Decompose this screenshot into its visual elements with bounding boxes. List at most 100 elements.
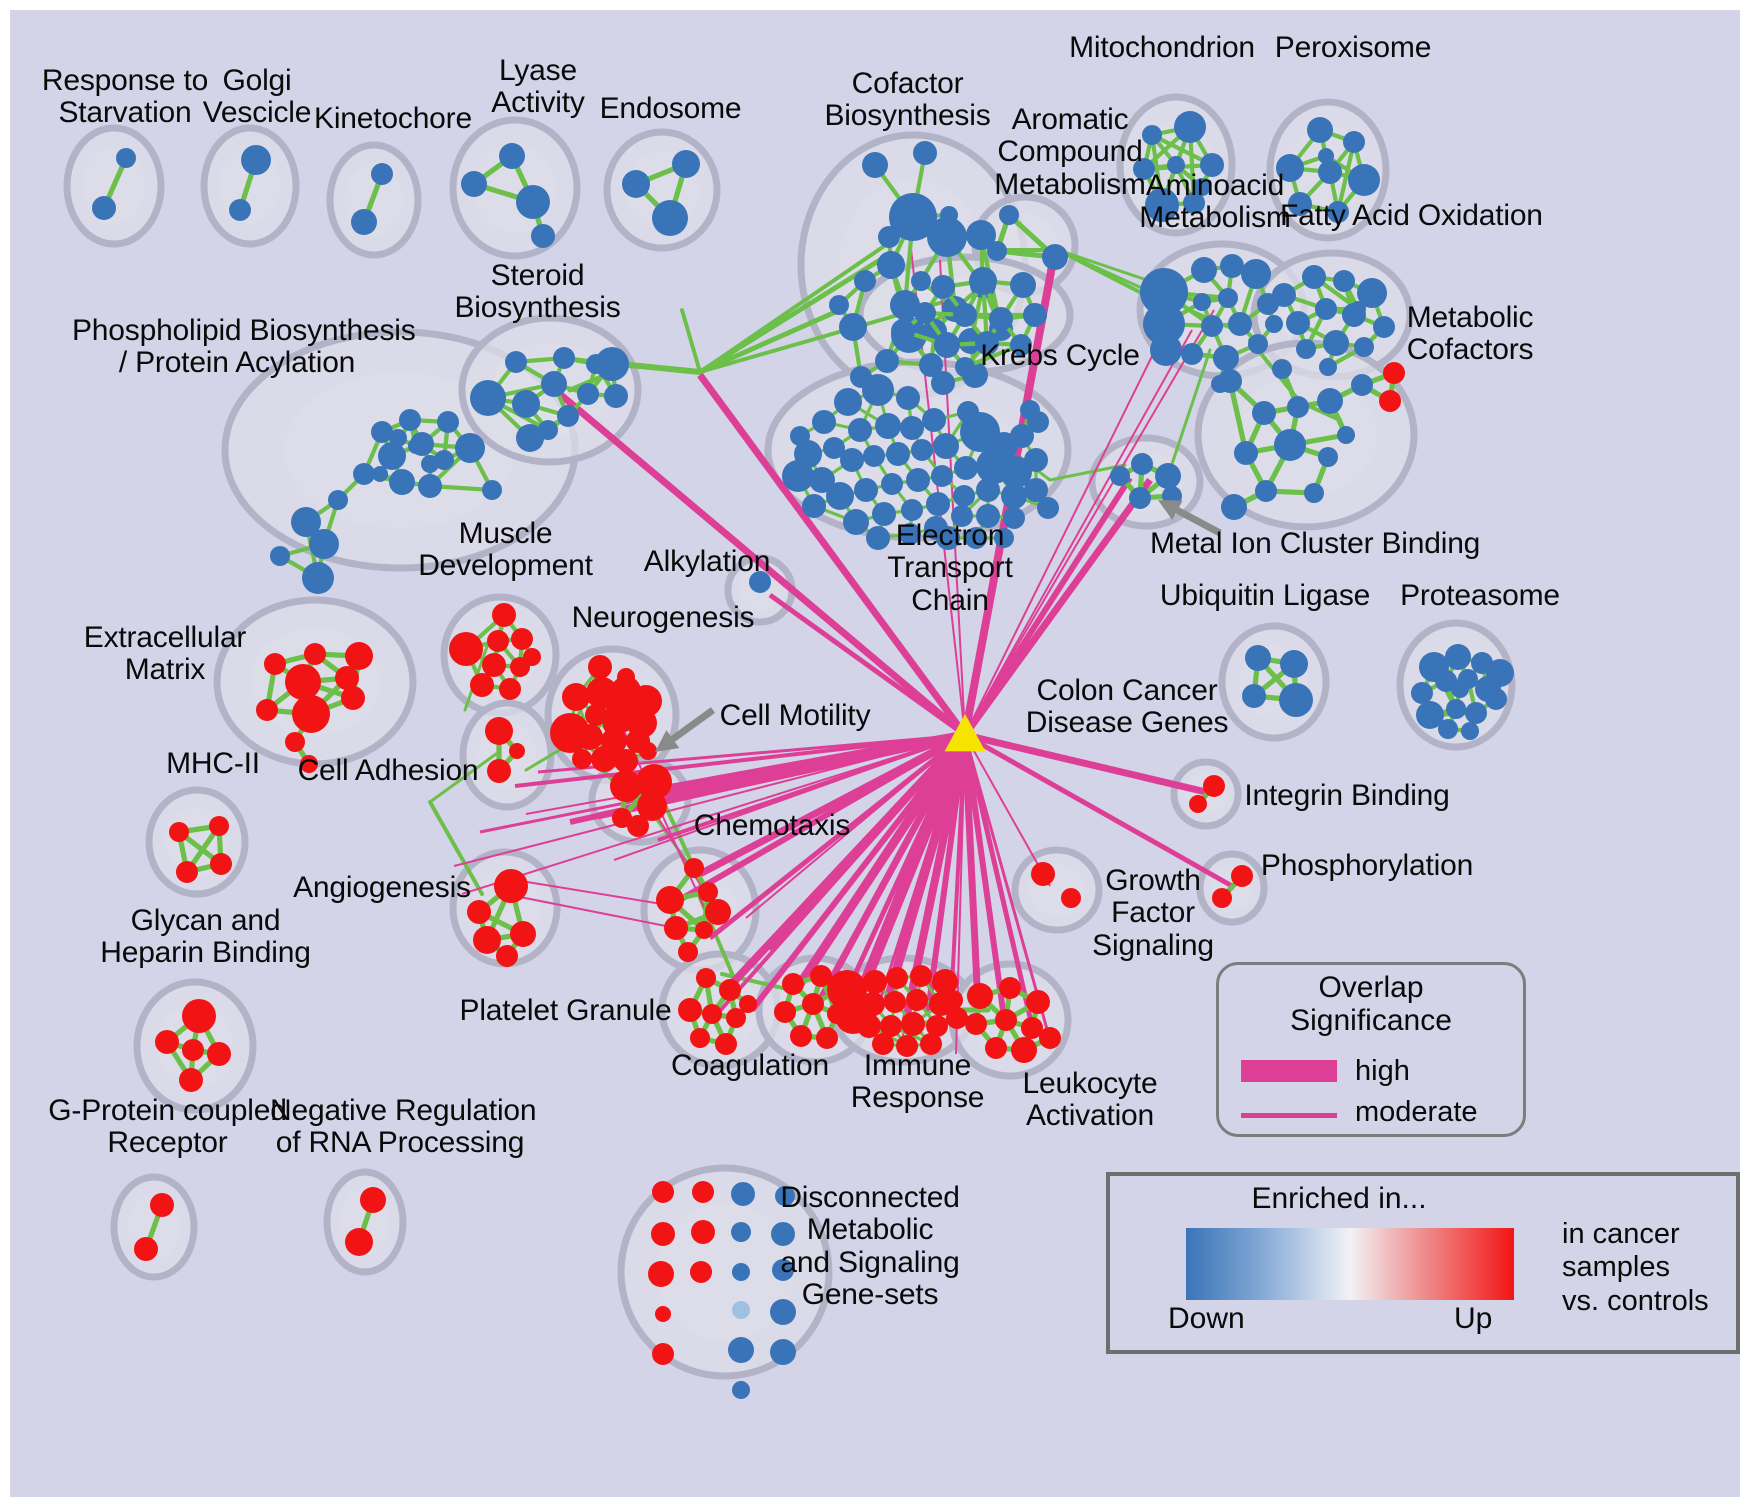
gene-set-node[interactable] bbox=[595, 347, 629, 381]
gene-set-node[interactable] bbox=[863, 970, 887, 994]
gene-set-node[interactable] bbox=[1255, 480, 1277, 502]
gene-set-node[interactable] bbox=[656, 886, 684, 914]
gene-set-node[interactable] bbox=[919, 353, 943, 377]
gene-set-node[interactable] bbox=[408, 438, 424, 454]
gene-set-node[interactable] bbox=[965, 1013, 987, 1035]
gene-set-node[interactable] bbox=[1274, 429, 1306, 461]
gene-set-node[interactable] bbox=[372, 466, 388, 482]
gene-set-node[interactable] bbox=[360, 1187, 386, 1213]
gene-set-node[interactable] bbox=[1276, 154, 1304, 182]
gene-set-node[interactable] bbox=[839, 313, 867, 341]
gene-set-node[interactable] bbox=[690, 1028, 710, 1048]
gene-set-node[interactable] bbox=[875, 349, 899, 373]
gene-set-node[interactable] bbox=[1343, 131, 1365, 153]
gene-set-node[interactable] bbox=[335, 666, 359, 690]
gene-set-node[interactable] bbox=[300, 755, 318, 773]
gene-set-node[interactable] bbox=[572, 749, 592, 769]
gene-set-node[interactable] bbox=[732, 1381, 750, 1399]
gene-set-node[interactable] bbox=[264, 653, 286, 675]
gene-set-node[interactable] bbox=[1042, 244, 1068, 270]
gene-set-node[interactable] bbox=[690, 1261, 712, 1283]
gene-set-node[interactable] bbox=[309, 529, 339, 559]
gene-set-node[interactable] bbox=[782, 973, 804, 995]
gene-set-node[interactable] bbox=[345, 642, 373, 670]
gene-set-node[interactable] bbox=[1304, 483, 1324, 503]
gene-set-node[interactable] bbox=[485, 717, 513, 745]
gene-set-node[interactable] bbox=[1140, 268, 1188, 316]
gene-set-node[interactable] bbox=[1039, 1027, 1061, 1049]
gene-set-node[interactable] bbox=[116, 148, 136, 168]
gene-set-node[interactable] bbox=[499, 678, 521, 700]
gene-set-node[interactable] bbox=[304, 643, 326, 665]
gene-set-node[interactable] bbox=[591, 746, 617, 772]
gene-set-node[interactable] bbox=[562, 683, 590, 711]
gene-set-node[interactable] bbox=[770, 1339, 796, 1365]
gene-set-node[interactable] bbox=[728, 1337, 754, 1363]
gene-set-node[interactable] bbox=[511, 628, 533, 650]
gene-set-node[interactable] bbox=[880, 1015, 902, 1037]
gene-set-node[interactable] bbox=[1001, 483, 1027, 509]
gene-set-node[interactable] bbox=[1288, 192, 1312, 216]
gene-set-node[interactable] bbox=[834, 388, 862, 416]
gene-set-node[interactable] bbox=[989, 307, 1013, 331]
gene-set-node[interactable] bbox=[995, 1009, 1017, 1031]
gene-set-node[interactable] bbox=[636, 764, 672, 800]
gene-set-node[interactable] bbox=[1379, 390, 1401, 412]
gene-set-node[interactable] bbox=[931, 465, 953, 487]
gene-set-node[interactable] bbox=[1242, 684, 1266, 708]
gene-set-node[interactable] bbox=[1451, 680, 1469, 698]
gene-set-node[interactable] bbox=[896, 1035, 918, 1057]
gene-set-node[interactable] bbox=[1318, 447, 1338, 467]
gene-set-node[interactable] bbox=[774, 1001, 796, 1023]
gene-set-node[interactable] bbox=[999, 977, 1021, 999]
gene-set-node[interactable] bbox=[931, 275, 955, 299]
gene-set-node[interactable] bbox=[1200, 153, 1224, 177]
gene-set-node[interactable] bbox=[1252, 401, 1276, 425]
gene-set-node[interactable] bbox=[378, 442, 406, 470]
gene-set-node[interactable] bbox=[648, 1261, 674, 1287]
gene-set-node[interactable] bbox=[906, 989, 928, 1011]
gene-set-node[interactable] bbox=[726, 1008, 746, 1028]
gene-set-node[interactable] bbox=[1357, 278, 1387, 308]
network-canvas[interactable]: Response to Starvation Golgi Vescicle Kine… bbox=[10, 10, 1740, 1497]
gene-set-node[interactable] bbox=[732, 1301, 750, 1319]
gene-set-node[interactable] bbox=[612, 808, 632, 828]
gene-set-node[interactable] bbox=[531, 224, 555, 248]
gene-set-node[interactable] bbox=[1231, 865, 1253, 887]
gene-set-node[interactable] bbox=[1189, 795, 1207, 813]
gene-set-node[interactable] bbox=[901, 1012, 925, 1036]
gene-set-node[interactable] bbox=[1167, 156, 1185, 174]
gene-set-node[interactable] bbox=[1142, 125, 1162, 145]
gene-set-node[interactable] bbox=[1031, 862, 1055, 886]
gene-set-node[interactable] bbox=[684, 858, 704, 878]
gene-set-node[interactable] bbox=[150, 1193, 174, 1217]
hub-triangle[interactable] bbox=[944, 713, 986, 752]
gene-set-node[interactable] bbox=[399, 409, 421, 431]
gene-set-node[interactable] bbox=[953, 303, 977, 327]
gene-set-node[interactable] bbox=[1021, 1017, 1043, 1039]
gene-set-node[interactable] bbox=[1010, 272, 1036, 298]
gene-set-node[interactable] bbox=[672, 150, 700, 178]
gene-set-node[interactable] bbox=[487, 630, 509, 652]
gene-set-node[interactable] bbox=[389, 469, 415, 495]
gene-set-node[interactable] bbox=[854, 270, 876, 292]
gene-set-node[interactable] bbox=[975, 331, 999, 355]
gene-set-node[interactable] bbox=[772, 1259, 794, 1281]
gene-set-node[interactable] bbox=[812, 410, 836, 434]
gene-set-node[interactable] bbox=[585, 704, 607, 726]
gene-set-node[interactable] bbox=[843, 509, 869, 535]
gene-set-node[interactable] bbox=[889, 193, 937, 241]
gene-set-node[interactable] bbox=[1010, 424, 1034, 448]
gene-set-node[interactable] bbox=[957, 401, 979, 423]
gene-set-node[interactable] bbox=[823, 437, 845, 459]
gene-set-node[interactable] bbox=[516, 424, 544, 452]
gene-set-node[interactable] bbox=[603, 716, 621, 734]
gene-set-node[interactable] bbox=[1191, 257, 1217, 283]
gene-set-node[interactable] bbox=[553, 347, 575, 369]
gene-set-node[interactable] bbox=[155, 1030, 179, 1054]
gene-set-node[interactable] bbox=[840, 448, 864, 472]
gene-set-node[interactable] bbox=[499, 143, 525, 169]
gene-set-node[interactable] bbox=[1351, 374, 1373, 396]
gene-set-node[interactable] bbox=[891, 319, 915, 343]
gene-set-node[interactable] bbox=[207, 1042, 231, 1066]
